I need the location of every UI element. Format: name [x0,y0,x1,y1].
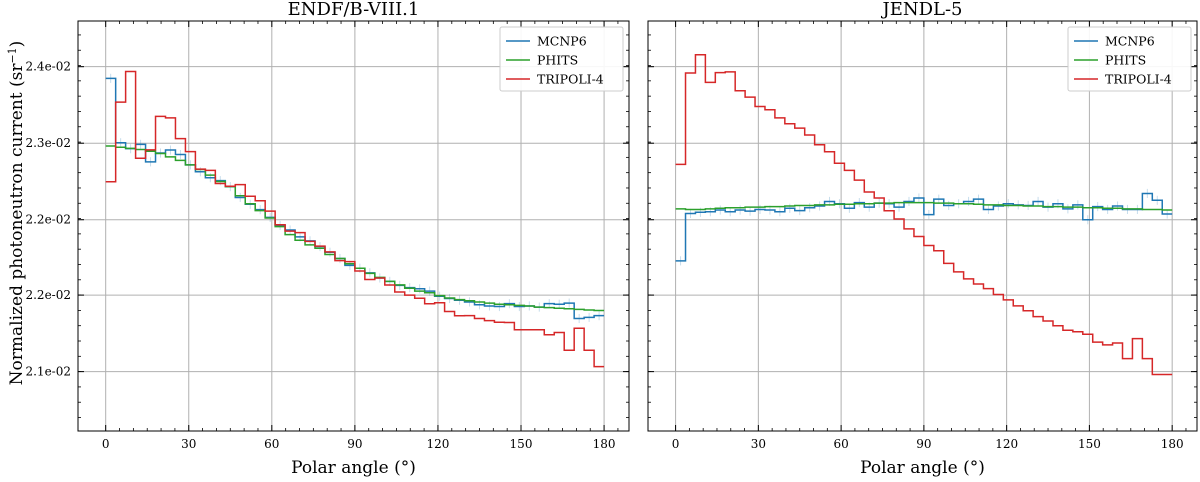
y-tick-label: 2.2e-02 [25,288,71,302]
grid-endf [78,21,629,431]
panel-title-endf: ENDF/B-VIII.1 [288,0,420,20]
x-tick-label: 120 [426,437,449,451]
x-tick-label: 30 [181,437,196,451]
series-phits-jendl [675,201,1173,211]
x-tick-label: 150 [510,437,533,451]
x-axis-label-jendl: Polar angle (°) [860,458,985,478]
y-tick-label: 2.1e-02 [25,365,71,379]
plot-frame-jendl [647,20,1198,432]
legend-endf: MCNP6 PHITS TRIPOLI-4 [499,26,624,92]
x-tick-label: 0 [672,437,680,451]
series-tripoli-4-jendl [675,53,1173,376]
x-tick-label: 150 [1078,437,1101,451]
legend-label-phits: PHITS [1105,53,1146,68]
panel-title-jendl: JENDL-5 [880,0,962,20]
x-tick-label: 60 [833,437,848,451]
legend-label-tripoli-4: TRIPOLI-4 [1105,72,1172,87]
x-tick-label: 90 [347,437,362,451]
x-tick-label: 30 [751,437,766,451]
x-tick-label: 120 [995,437,1018,451]
legend-jendl: MCNP6 PHITS TRIPOLI-4 [1067,26,1192,92]
x-tick-label: 90 [916,437,931,451]
panel-endf: 0 30 60 90 120 150 180 2.1e-02 2.2e-02 2.2e-02 2.3… [25,0,630,478]
series-layer-endf [105,70,605,368]
legend-label-tripoli-4: TRIPOLI-4 [537,72,604,87]
y-tick-label: 2.2e-02 [25,213,71,227]
ticks-endf: 0 30 60 90 120 150 180 2.1e-02 2.2e-02 2.2e-02 2.3… [25,21,629,451]
series-mcnp6-jendl [675,192,1173,262]
x-axis-label-endf: Polar angle (°) [291,458,416,478]
x-tick-label: 60 [264,437,279,451]
legend-box [1067,26,1192,92]
legend-label-phits: PHITS [537,53,578,68]
ticks-jendl: 0 30 60 90 120 150 180 [648,21,1197,451]
y-tick-label: 2.4e-02 [25,60,71,74]
series-layer-jendl [675,53,1173,376]
y-tick-label: 2.3e-02 [25,136,71,150]
plot-frame-endf [77,20,630,432]
legend-label-mcnp6: MCNP6 [537,34,587,49]
legend-label-mcnp6: MCNP6 [1105,34,1155,49]
panel-jendl: 0 30 60 90 120 150 180 JENDL-5 Polar angle (°)… [647,0,1198,478]
x-tick-label: 180 [593,437,616,451]
legend-box [499,26,624,92]
y-axis-label: Normalized photoneutron current (sr−1) [6,41,28,386]
x-tick-label: 0 [102,437,110,451]
series-tripoli-4-endf [105,70,605,368]
x-tick-label: 180 [1161,437,1184,451]
